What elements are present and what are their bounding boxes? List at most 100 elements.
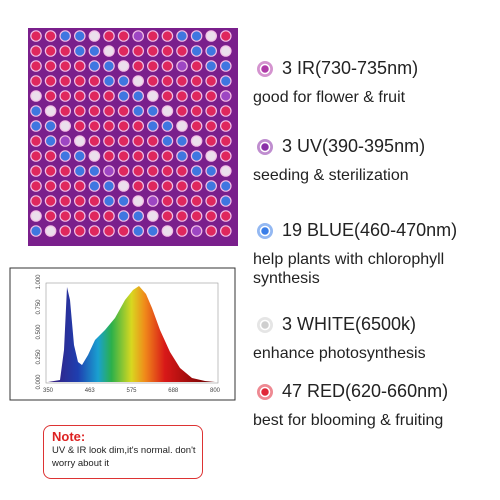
led xyxy=(117,30,130,42)
led xyxy=(117,210,130,222)
led xyxy=(205,210,217,222)
led xyxy=(205,120,217,132)
led xyxy=(205,135,217,147)
led xyxy=(103,195,115,207)
led xyxy=(117,75,130,87)
led xyxy=(74,30,86,42)
led xyxy=(103,30,115,42)
led xyxy=(132,30,144,42)
led xyxy=(190,120,203,132)
led xyxy=(147,90,159,102)
led xyxy=(74,60,86,72)
led xyxy=(161,225,174,237)
led xyxy=(147,225,159,237)
led xyxy=(88,105,101,117)
led xyxy=(117,120,130,132)
led xyxy=(30,150,42,162)
led xyxy=(117,90,130,102)
led xyxy=(161,45,174,57)
led xyxy=(30,120,42,132)
y-tick-label: 0.750 xyxy=(36,299,42,315)
led xyxy=(30,105,42,117)
x-tick-label: 800 xyxy=(210,388,221,394)
led xyxy=(176,150,188,162)
led xyxy=(220,135,232,147)
led xyxy=(117,225,130,237)
led xyxy=(132,45,144,57)
led xyxy=(132,195,144,207)
led xyxy=(190,135,203,147)
led xyxy=(132,135,144,147)
led xyxy=(176,120,188,132)
spectrum-axes xyxy=(45,282,219,384)
led xyxy=(88,90,101,102)
led xyxy=(88,210,101,222)
led xyxy=(30,180,42,192)
led xyxy=(44,105,57,117)
led xyxy=(103,150,115,162)
led xyxy=(176,30,188,42)
led xyxy=(59,75,71,87)
led xyxy=(59,60,71,72)
led xyxy=(74,105,86,117)
item-title: 3 UV(390-395nm) xyxy=(282,136,426,156)
led xyxy=(117,45,130,57)
led xyxy=(147,45,159,57)
led xyxy=(59,135,71,147)
led xyxy=(220,150,232,162)
led xyxy=(30,75,42,87)
icon-core xyxy=(259,319,271,331)
led xyxy=(117,195,130,207)
led xyxy=(30,60,42,72)
led xyxy=(44,120,57,132)
led xyxy=(117,150,130,162)
led xyxy=(88,165,101,177)
led xyxy=(190,45,203,57)
led xyxy=(176,210,188,222)
y-tick-label: 0.500 xyxy=(36,324,42,340)
led xyxy=(132,105,144,117)
led xyxy=(147,210,159,222)
led xyxy=(103,225,115,237)
led xyxy=(176,60,188,72)
led xyxy=(161,75,174,87)
led xyxy=(44,90,57,102)
led xyxy=(103,210,115,222)
led xyxy=(205,45,217,57)
led xyxy=(176,105,188,117)
led xyxy=(220,45,232,57)
led xyxy=(59,165,71,177)
item-text: help plants with chlorophyll synthesis xyxy=(253,251,445,287)
led xyxy=(190,225,203,237)
led xyxy=(220,195,232,207)
led xyxy=(205,195,217,207)
y-tick-label: 0.000 xyxy=(36,374,42,390)
led xyxy=(30,210,42,222)
item-text: best for blooming & fruiting xyxy=(253,412,444,429)
led xyxy=(161,210,174,222)
led xyxy=(147,30,159,42)
led xyxy=(220,75,232,87)
led xyxy=(161,60,174,72)
icon-core xyxy=(259,141,271,153)
led xyxy=(161,120,174,132)
led xyxy=(176,45,188,57)
led xyxy=(74,120,86,132)
led xyxy=(88,75,101,87)
led xyxy=(117,135,130,147)
item-title: 19 BLUE(460-470nm) xyxy=(282,220,458,240)
led xyxy=(74,180,86,192)
led xyxy=(132,165,144,177)
led xyxy=(44,150,57,162)
led xyxy=(161,135,174,147)
led xyxy=(161,150,174,162)
led xyxy=(190,180,203,192)
led xyxy=(161,180,174,192)
led xyxy=(220,210,232,222)
x-tick-label: 688 xyxy=(168,388,179,394)
led xyxy=(132,210,144,222)
led xyxy=(74,195,86,207)
led xyxy=(132,150,144,162)
led xyxy=(88,225,101,237)
led xyxy=(44,225,57,237)
